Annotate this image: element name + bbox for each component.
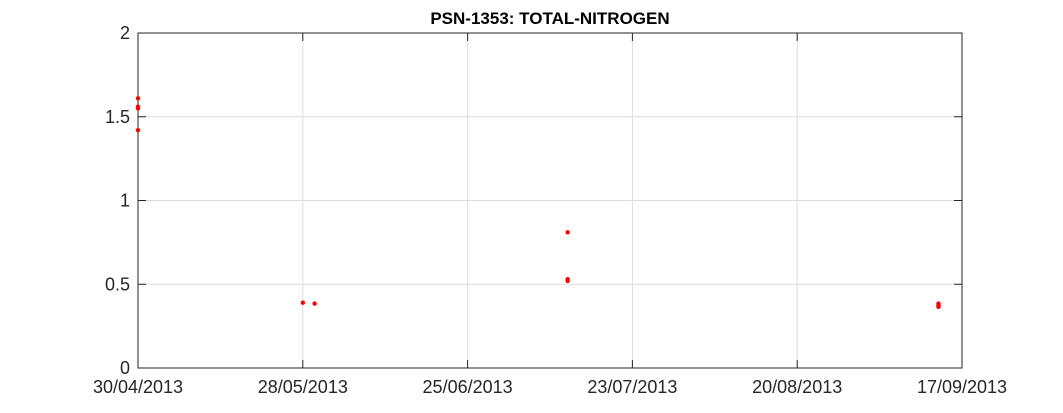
- data-point: [936, 304, 941, 310]
- data-point: [135, 106, 141, 111]
- y-tick-label: 1.5: [105, 107, 130, 127]
- y-tick-label: 1: [120, 191, 130, 211]
- x-tick-label: 20/08/2013: [752, 377, 842, 397]
- y-tick-label: 0: [120, 358, 130, 378]
- axis-ticks: [137, 32, 963, 369]
- y-tick-label: 0.5: [105, 274, 130, 294]
- tick-labels: 30/04/2013 28/05/2013 25/06/2013 23/07/2013…: [93, 23, 1007, 397]
- data-point: [135, 96, 141, 101]
- data-point: [312, 301, 317, 306]
- grid-lines: [138, 33, 962, 368]
- x-tick-label: 23/07/2013: [587, 377, 677, 397]
- data-point: [565, 278, 570, 284]
- data-point: [565, 230, 570, 235]
- x-tick-label: 30/04/2013: [93, 377, 183, 397]
- x-tick-label: 25/06/2013: [423, 377, 513, 397]
- data-point: [135, 127, 141, 133]
- x-tick-label: 17/09/2013: [917, 377, 1007, 397]
- data-point: [300, 300, 305, 305]
- chart-title: PSN-1353: TOTAL-NITROGEN: [430, 9, 669, 28]
- x-tick-label: 28/05/2013: [258, 377, 348, 397]
- data-points: [135, 96, 941, 310]
- y-tick-label: 2: [120, 23, 130, 43]
